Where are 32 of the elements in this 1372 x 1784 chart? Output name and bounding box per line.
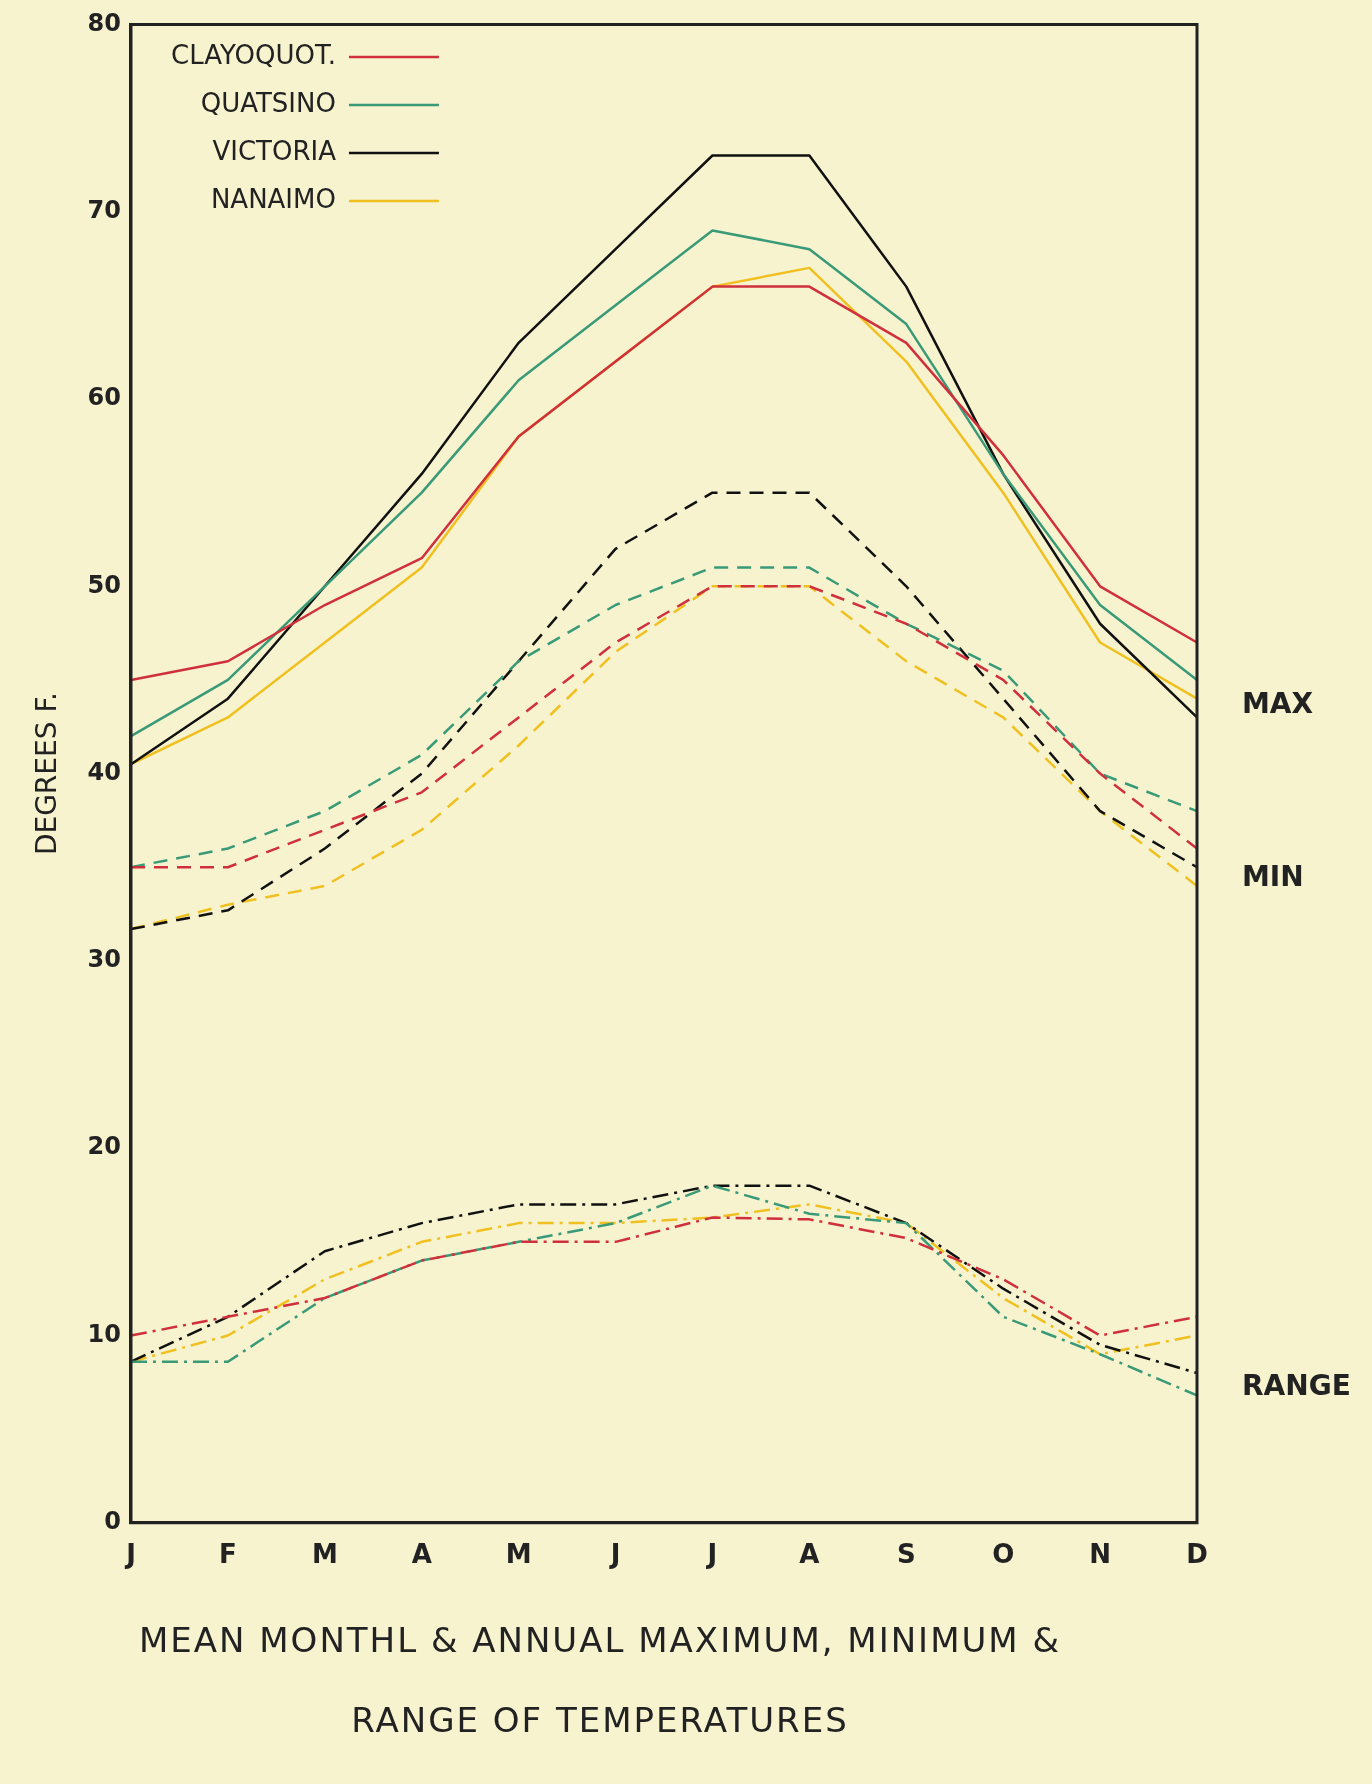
x-tick-label: J	[705, 1539, 718, 1570]
y-tick-label: 50	[87, 570, 121, 599]
x-tick-label: J	[124, 1539, 136, 1570]
x-tick-label: A	[799, 1539, 820, 1570]
x-tick-label: J	[608, 1539, 621, 1570]
text: MEAN MONTHL & ANNUAL MAXIMUM, MINIMUM & RANGE OF TEMPERATURES	[137, 1619, 1063, 1742]
y-tick-label: 70	[87, 195, 121, 224]
x-tick-label: A	[411, 1539, 432, 1570]
x-tick-label: O	[992, 1539, 1015, 1570]
x-tick-label: D	[1186, 1539, 1208, 1570]
x-tick-label: M	[505, 1539, 532, 1570]
x-tick-label: F	[219, 1539, 237, 1570]
y-tick-label: 80	[87, 8, 121, 37]
y-tick-label: 40	[87, 757, 121, 786]
y-tick-label: 10	[87, 1319, 121, 1348]
y-tick-label: 60	[87, 383, 121, 412]
y-tick-label: 20	[87, 1132, 121, 1161]
legend-label: QUATSINO	[200, 87, 336, 118]
line-series	[129, 1216, 1199, 1337]
legend-label: CLAYOQUOT.	[171, 39, 336, 70]
x-tick-label: N	[1089, 1539, 1111, 1570]
y-tick-label: 30	[87, 945, 121, 974]
y-axis-title: DEGREES F.	[30, 692, 64, 856]
x-tick-label: S	[896, 1539, 916, 1570]
legend-label: NANAIMO	[210, 183, 336, 214]
x-tick-label: M	[311, 1539, 338, 1570]
legend-label: VICTORIA	[212, 135, 337, 166]
line-series	[129, 491, 1199, 931]
text: RANGE	[1242, 1369, 1351, 1403]
y-tick-label: 0	[104, 1507, 121, 1536]
text: MAX	[1242, 687, 1314, 721]
text: MIN	[1242, 859, 1304, 893]
